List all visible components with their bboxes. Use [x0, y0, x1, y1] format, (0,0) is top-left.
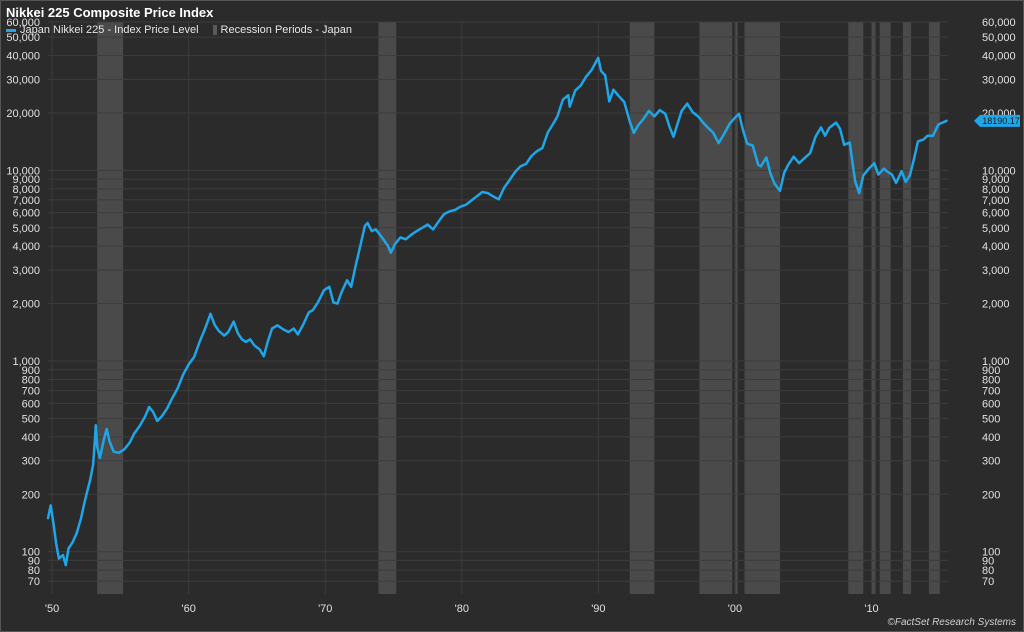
y-tick-right-15: 4,000	[982, 241, 1010, 253]
recession-band-1	[378, 22, 397, 594]
x-tick-2: '70	[318, 603, 332, 615]
recession-bands	[97, 22, 940, 594]
legend: Japan Nikkei 225 - Index Price Level Rec…	[6, 23, 352, 37]
y-tick-right-6: 400	[982, 432, 1000, 444]
y-tick-right-17: 6,000	[982, 208, 1010, 220]
legend-item-recession: Recession Periods - Japan	[207, 24, 352, 36]
y-tick-left-13: 2,000	[12, 299, 40, 311]
recession-band-9	[902, 22, 912, 594]
y-tick-left-4: 200	[22, 489, 40, 501]
recession-band-6	[848, 22, 864, 594]
y-tick-right-12: 1,000	[982, 356, 1010, 368]
y-tick-right-2: 90	[982, 555, 994, 567]
y-tick-left-16: 5,000	[12, 223, 40, 235]
y-tick-right-23: 30,000	[982, 74, 1016, 86]
y-tick-left-12: 1,000	[12, 356, 40, 368]
x-axis: '50 '60 '70 '80 '90 '00 '10	[45, 603, 879, 615]
y-tick-left-10: 800	[22, 375, 40, 387]
legend-swatch-recession	[212, 25, 217, 35]
y-tick-left-20: 9,000	[12, 174, 40, 186]
y-tick-right-19: 8,000	[982, 184, 1010, 196]
y-tick-left-3: 100	[22, 547, 40, 559]
recession-band-2	[629, 22, 655, 594]
y-tick-left-19: 8,000	[12, 184, 40, 196]
price-line	[46, 56, 948, 567]
price-series	[46, 56, 948, 567]
legend-item-price: Japan Nikkei 225 - Index Price Level	[6, 24, 199, 36]
x-tick-0: '50	[45, 603, 59, 615]
y-tick-left-5: 300	[22, 456, 40, 468]
y-tick-right-9: 700	[982, 386, 1000, 398]
recession-band-4	[734, 22, 738, 594]
y-tick-right-1: 80	[982, 565, 994, 577]
y-tick-left-21: 10,000	[6, 165, 40, 177]
y-tick-right-13: 2,000	[982, 299, 1010, 311]
recession-band-10	[928, 22, 940, 594]
x-tick-5: '00	[728, 603, 742, 615]
y-tick-left-23: 30,000	[6, 74, 40, 86]
y-tick-right-16: 5,000	[982, 223, 1010, 235]
y-tick-right-24: 40,000	[982, 51, 1016, 63]
y-tick-right-8: 600	[982, 398, 1000, 410]
y-tick-left-17: 6,000	[12, 208, 40, 220]
recession-band-7	[871, 22, 876, 594]
y-tick-right-3: 100	[982, 547, 1000, 559]
legend-label-recession: Recession Periods - Japan	[220, 24, 353, 36]
credit-text: ©FactSet Research Systems	[887, 617, 1016, 628]
y-tick-left-22: 20,000	[6, 108, 40, 120]
y-tick-left-25: 50,000	[6, 32, 40, 44]
y-tick-right-21: 10,000	[982, 165, 1016, 177]
y-tick-right-18: 7,000	[982, 195, 1010, 207]
recession-band-0	[97, 22, 124, 594]
y-tick-left-9: 700	[22, 386, 40, 398]
last-value-marker: 18190.17	[974, 114, 1020, 127]
y-tick-right-0: 70	[982, 576, 994, 588]
y-tick-right-10: 800	[982, 375, 1000, 387]
y-tick-right-4: 200	[982, 489, 1000, 501]
y-tick-right-5: 300	[982, 456, 1000, 468]
recession-band-3	[699, 22, 733, 594]
last-value-label: 18190.17	[982, 116, 1020, 126]
gridlines	[48, 21, 948, 594]
y-tick-right-20: 9,000	[982, 174, 1010, 186]
y-tick-left-26: 60,000	[6, 17, 40, 29]
y-tick-left-2: 90	[28, 555, 40, 567]
y-tick-left-15: 4,000	[12, 241, 40, 253]
x-tick-4: '90	[591, 603, 605, 615]
recession-band-8	[879, 22, 891, 594]
y-tick-left-0: 70	[28, 576, 40, 588]
y-tick-right-25: 50,000	[982, 32, 1016, 44]
y-tick-left-11: 900	[22, 365, 40, 377]
chart-title: Nikkei 225 Composite Price Index	[6, 5, 214, 20]
x-tick-3: '80	[455, 603, 469, 615]
x-tick-1: '60	[181, 603, 195, 615]
y-tick-right-7: 500	[982, 413, 1000, 425]
y-tick-left-6: 400	[22, 432, 40, 444]
y-tick-right-11: 900	[982, 365, 1000, 377]
y-tick-right-26: 60,000	[982, 17, 1016, 29]
y-tick-left-18: 7,000	[12, 195, 40, 207]
y-tick-left-7: 500	[22, 413, 40, 425]
legend-swatch-price	[6, 28, 16, 32]
recession-band-5	[744, 22, 781, 594]
y-tick-right-14: 3,000	[982, 265, 1010, 277]
last-value-tag	[974, 114, 1020, 127]
y-tick-left-1: 80	[28, 565, 40, 577]
y-tick-left-24: 40,000	[6, 51, 40, 63]
y-tick-left-14: 3,000	[12, 265, 40, 277]
legend-label-price: Japan Nikkei 225 - Index Price Level	[20, 24, 199, 36]
x-tick-6: '10	[864, 603, 878, 615]
y-tick-left-8: 600	[22, 398, 40, 410]
